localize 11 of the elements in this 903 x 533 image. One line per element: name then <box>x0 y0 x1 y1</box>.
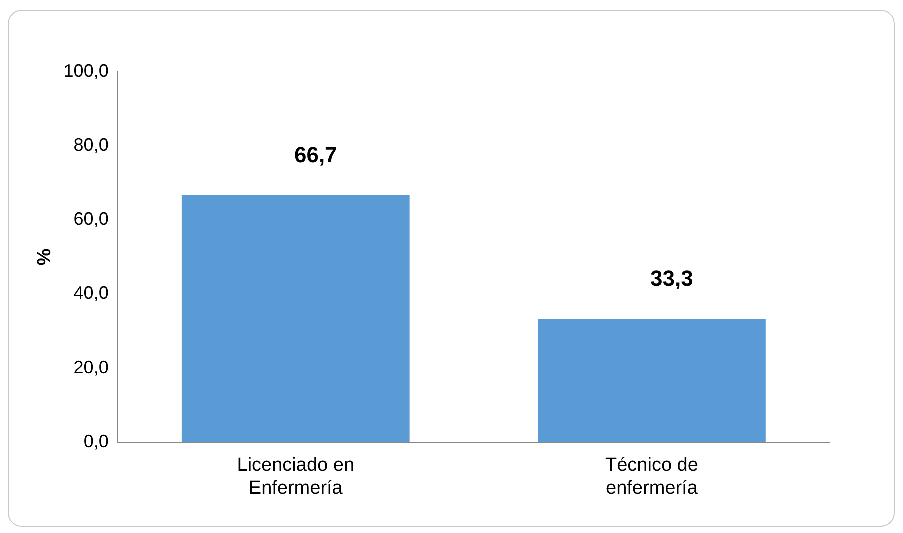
x-tick-label: Licenciado en Enfermería <box>237 455 355 499</box>
y-tick-label: 100,0 <box>64 60 109 81</box>
y-axis-title: % <box>34 248 56 266</box>
y-tick-label: 0,0 <box>84 431 109 452</box>
data-label: 33,3 <box>650 266 694 292</box>
y-tick-label: 80,0 <box>74 135 109 156</box>
y-tick-label: 40,0 <box>74 283 109 304</box>
x-tick-label: Técnico de enfermería <box>605 455 698 499</box>
y-tick-label: 60,0 <box>74 209 109 230</box>
y-tick-label: 20,0 <box>74 357 109 378</box>
data-label: 66,7 <box>294 142 338 168</box>
